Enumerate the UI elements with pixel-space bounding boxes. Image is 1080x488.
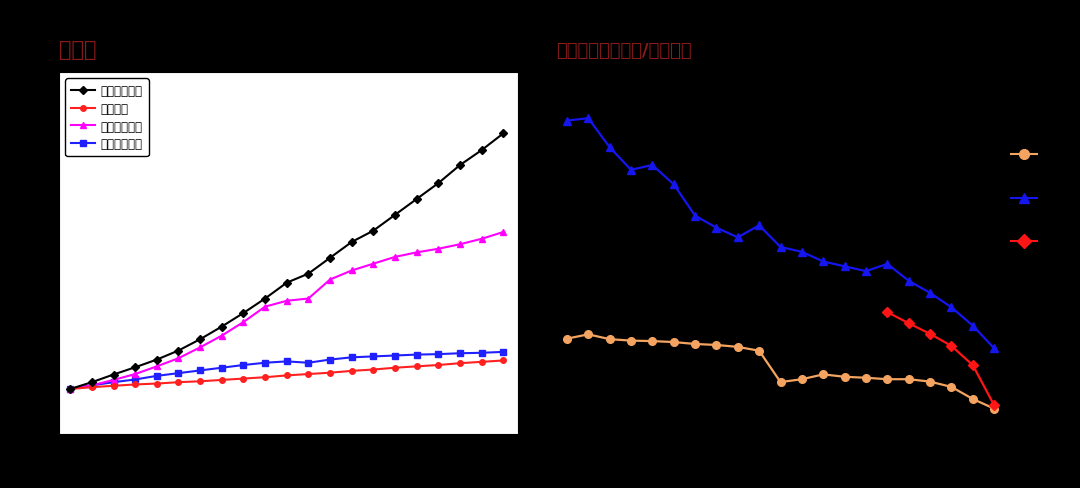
常住人口 xyxy=(280,373,293,379)
能源消费总量 xyxy=(64,386,77,392)
常住人口 xyxy=(410,364,423,369)
常住人口 xyxy=(64,386,77,392)
能源消费总量 xyxy=(85,383,98,388)
机动车保有量 xyxy=(324,277,337,283)
常住人口 xyxy=(454,361,467,366)
机动车保有量 xyxy=(280,298,293,304)
机动车保有量 xyxy=(258,304,271,310)
地区生产总值 xyxy=(475,148,488,154)
地区生产总值 xyxy=(193,337,206,343)
能源消费总量 xyxy=(237,362,249,368)
地区生产总值 xyxy=(432,181,445,187)
Line: 机动车保有量: 机动车保有量 xyxy=(67,229,507,393)
地区生产总值 xyxy=(85,380,98,386)
常住人口 xyxy=(367,367,380,373)
机动车保有量 xyxy=(215,333,228,339)
能源消费总量 xyxy=(302,360,315,366)
能源消费总量 xyxy=(324,357,337,363)
机动车保有量 xyxy=(129,371,141,377)
机动车保有量 xyxy=(367,261,380,267)
常住人口 xyxy=(215,377,228,383)
能源消费总量 xyxy=(497,349,510,355)
能源消费总量 xyxy=(107,380,120,386)
常住人口 xyxy=(302,371,315,377)
机动车保有量 xyxy=(237,320,249,325)
Legend: 地区生产总值, 常住人口, 机动车保有量, 能源消费总量: 地区生产总值, 常住人口, 机动车保有量, 能源消费总量 xyxy=(65,79,149,157)
能源消费总量 xyxy=(258,360,271,366)
能源消费总量 xyxy=(215,365,228,371)
地区生产总值 xyxy=(107,372,120,378)
机动车保有量 xyxy=(64,386,77,392)
常住人口 xyxy=(475,359,488,365)
常住人口 xyxy=(258,374,271,380)
机动车保有量 xyxy=(107,377,120,383)
Text: 增长率: 增长率 xyxy=(59,40,97,60)
能源消费总量 xyxy=(475,350,488,356)
常住人口 xyxy=(107,383,120,389)
机动车保有量 xyxy=(497,230,510,236)
机动车保有量 xyxy=(193,345,206,350)
机动车保有量 xyxy=(346,268,359,274)
地区生产总值 xyxy=(150,357,163,363)
能源消费总量 xyxy=(280,359,293,365)
能源消费总量 xyxy=(172,370,185,376)
常住人口 xyxy=(324,370,337,376)
机动车保有量 xyxy=(172,356,185,362)
常住人口 xyxy=(497,358,510,364)
机动车保有量 xyxy=(389,254,402,260)
地区生产总值 xyxy=(302,271,315,277)
地区生产总值 xyxy=(215,324,228,330)
机动车保有量 xyxy=(302,296,315,302)
地区生产总值 xyxy=(367,228,380,234)
常住人口 xyxy=(389,365,402,371)
常住人口 xyxy=(85,385,98,390)
常住人口 xyxy=(346,368,359,374)
能源消费总量 xyxy=(454,350,467,356)
地区生产总值 xyxy=(280,280,293,286)
Line: 常住人口: 常住人口 xyxy=(67,358,507,392)
地区生产总值 xyxy=(497,131,510,137)
常住人口 xyxy=(129,382,141,387)
能源消费总量 xyxy=(367,354,380,360)
Line: 能源消费总量: 能源消费总量 xyxy=(67,349,507,392)
机动车保有量 xyxy=(432,246,445,252)
能源消费总量 xyxy=(389,353,402,359)
常住人口 xyxy=(237,376,249,382)
能源消费总量 xyxy=(432,351,445,357)
Text: 污染物浓度（微克/立方米）: 污染物浓度（微克/立方米） xyxy=(556,42,692,60)
机动车保有量 xyxy=(85,383,98,388)
机动车保有量 xyxy=(454,242,467,248)
机动车保有量 xyxy=(150,364,163,369)
地区生产总值 xyxy=(346,240,359,245)
常住人口 xyxy=(150,381,163,386)
地区生产总值 xyxy=(389,212,402,218)
地区生产总值 xyxy=(64,386,77,392)
Line: 地区生产总值: 地区生产总值 xyxy=(67,131,507,392)
地区生产总值 xyxy=(410,197,423,203)
常住人口 xyxy=(432,362,445,368)
能源消费总量 xyxy=(346,355,359,361)
地区生产总值 xyxy=(454,163,467,169)
常住人口 xyxy=(193,379,206,385)
地区生产总值 xyxy=(324,255,337,261)
机动车保有量 xyxy=(410,250,423,256)
地区生产总值 xyxy=(237,310,249,316)
常住人口 xyxy=(172,380,185,386)
地区生产总值 xyxy=(258,296,271,302)
机动车保有量 xyxy=(475,236,488,242)
能源消费总量 xyxy=(193,368,206,374)
能源消费总量 xyxy=(150,373,163,379)
地区生产总值 xyxy=(172,348,185,354)
地区生产总值 xyxy=(129,365,141,370)
能源消费总量 xyxy=(129,377,141,383)
能源消费总量 xyxy=(410,352,423,358)
